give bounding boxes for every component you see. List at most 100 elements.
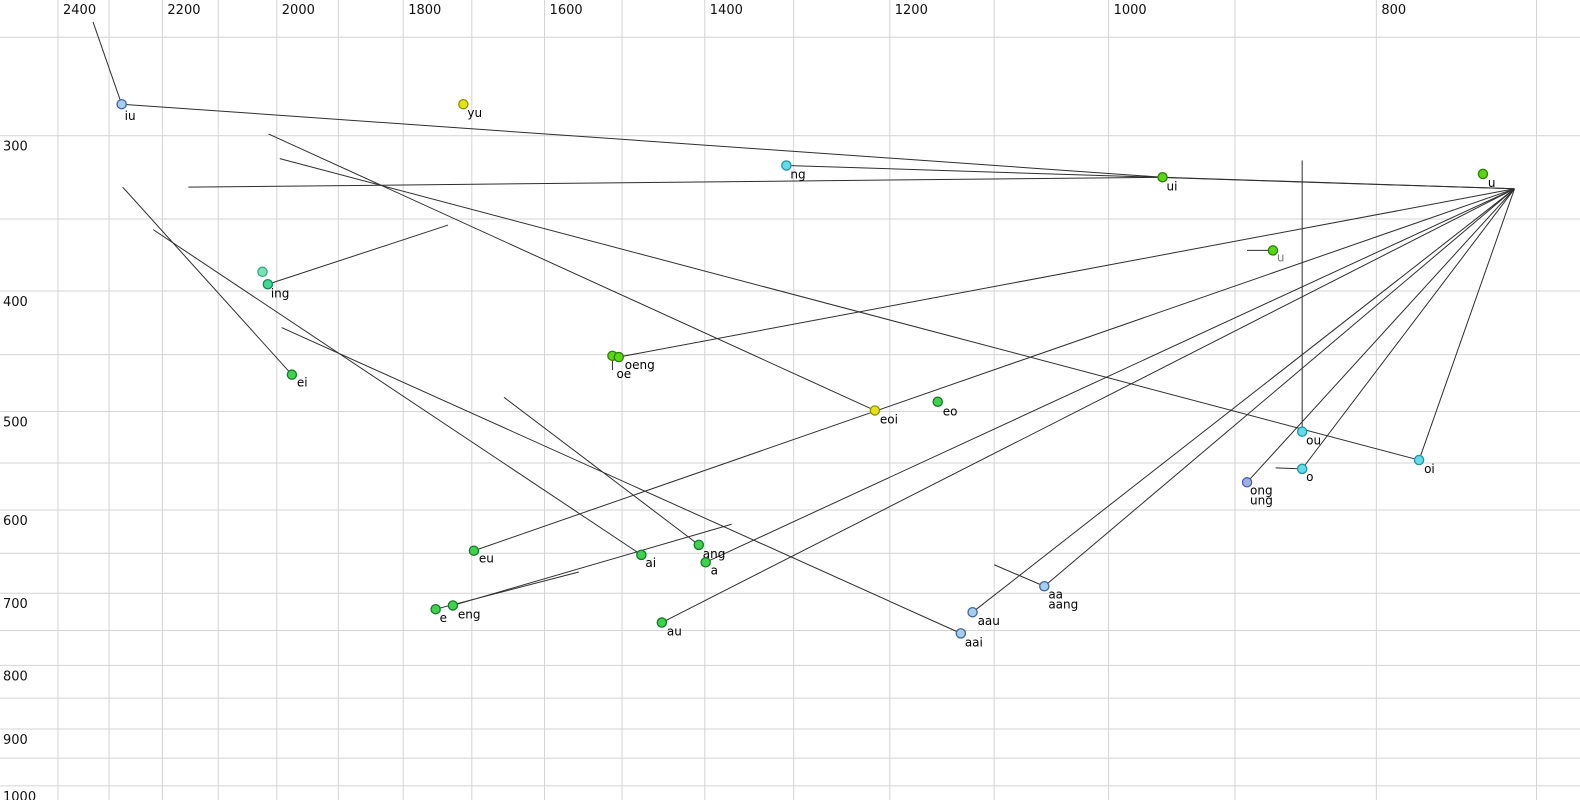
vowel-dot-ai[interactable] (636, 549, 647, 561)
trajectory-line (1246, 188, 1515, 483)
trajectory-line (279, 158, 1420, 461)
y-axis-tick-label: 300 (3, 140, 28, 155)
vowel-label-aau: aau (978, 614, 1000, 628)
trajectory-line (435, 571, 579, 610)
vowel-label-ing: ing (271, 286, 290, 300)
axis-label-layer: 2400 2200 2000 1800 1600 1400 1200 1000 800 300 40… (3, 3, 1406, 800)
y-axis-tick-label: 1000 (3, 790, 36, 800)
vowel-label-ong: ong (1250, 483, 1273, 497)
trajectory-line (1418, 188, 1515, 461)
vowel-label-u: u (1488, 176, 1496, 190)
vowel-label-a: a (711, 563, 718, 577)
vowel-label-eu: eu (479, 552, 494, 566)
vowel-dot-u[interactable] (1477, 168, 1489, 180)
x-axis-tick-label: 1600 (550, 3, 583, 18)
trajectory-line (993, 564, 1045, 587)
vowel-label-ou: ou (1306, 434, 1321, 448)
vowel-label-au: au (667, 625, 682, 639)
trajectory-line (473, 188, 1515, 552)
vowel-label-ang: ang (703, 547, 726, 561)
vowel-dot-eo[interactable] (932, 396, 943, 407)
vowel-label-oe: oe (616, 367, 631, 381)
x-axis-tick-label: 1400 (710, 3, 743, 18)
trajectory-line (618, 188, 1515, 358)
trajectory-line (267, 224, 449, 285)
trajectory-line (268, 133, 876, 411)
vowel-dot-eng[interactable] (447, 600, 459, 611)
trajectory-line (452, 523, 732, 606)
vowel-dot-e[interactable] (430, 603, 441, 615)
vowel-dot-aa[interactable] (1039, 581, 1050, 592)
vowel-dot-oeng[interactable] (613, 351, 625, 363)
y-axis-tick-label: 400 (3, 295, 28, 310)
vowel-label-ung: ung (1250, 493, 1273, 507)
trajectory-line (281, 327, 962, 634)
vowel-dot-unlabeled[interactable] (257, 266, 268, 278)
trajectory-line (705, 188, 1515, 563)
vowel-dot-ong[interactable] (1241, 477, 1253, 488)
vowel-dot-aau[interactable] (967, 606, 978, 618)
trajectory-line (152, 229, 642, 556)
vowel-dot-ei[interactable] (286, 369, 298, 380)
x-axis-tick-label: 1800 (408, 3, 441, 18)
y-axis-tick-label: 700 (3, 597, 28, 612)
vowel-dot-aai[interactable] (955, 628, 967, 639)
vowel-dot-eoi[interactable] (869, 405, 881, 416)
vowel-label-oeng: oeng (625, 358, 655, 372)
vowel-dot-eu[interactable] (468, 545, 480, 556)
vowel-label-aang: aang (1048, 597, 1078, 611)
trajectory-line (503, 396, 700, 546)
trajectory-line (122, 186, 293, 376)
vowel-label-eng: eng (458, 607, 481, 621)
trajectory-line (92, 21, 123, 105)
y-axis-tick-label: 800 (3, 669, 28, 684)
vowel-label-eo: eo (943, 405, 958, 419)
vowel-label-aai: aai (965, 635, 983, 649)
vowel-dot-ang[interactable] (693, 539, 705, 551)
vowel-label-eoi: eoi (880, 412, 898, 426)
vowel-dot-iu[interactable] (116, 98, 127, 110)
x-axis-tick-label: 1200 (895, 3, 928, 18)
x-axis-tick-label: 1000 (1114, 3, 1147, 18)
y-axis-tick-label: 900 (3, 733, 28, 748)
vowel-dot-a[interactable] (700, 557, 711, 568)
vowel-label-aa: aa (1048, 587, 1063, 601)
vowel-label-e: e (440, 611, 447, 625)
vowel-label-o: o (1306, 470, 1313, 484)
trajectory-line (661, 188, 1515, 623)
x-axis-tick-label: 800 (1381, 3, 1406, 18)
vowel-dot-ng[interactable] (781, 160, 792, 171)
vowel-dot-o[interactable] (1296, 463, 1308, 475)
vowel-dot-ui[interactable] (1157, 172, 1168, 183)
trajectory-line (1162, 176, 1515, 190)
vowel-label-ai: ai (645, 556, 656, 570)
vowel-dot-au[interactable] (656, 617, 668, 628)
vowel-label-ei: ei (297, 376, 308, 390)
trajectory-line (1043, 188, 1515, 587)
y-axis-tick-label: 500 (3, 416, 28, 431)
x-axis-tick-label: 2400 (63, 3, 96, 18)
vowel-label-oi: oi (1424, 462, 1435, 476)
vowel-label-u: u (1277, 250, 1285, 264)
vowel-label-iu: iu (125, 109, 136, 123)
trajectory-line (188, 176, 1163, 188)
vowel-label-yu: yu (467, 106, 482, 120)
vowel-dot-ou[interactable] (1296, 426, 1308, 437)
vowel-dot-ing[interactable] (262, 279, 274, 290)
trajectory-layer (92, 21, 1515, 634)
trajectory-line (972, 188, 1515, 613)
y-axis-tick-label: 600 (3, 514, 28, 529)
x-axis-tick-label: 2000 (282, 3, 315, 18)
vowel-dot-u[interactable] (1267, 245, 1279, 256)
x-axis-tick-label: 2200 (167, 3, 200, 18)
vowel-dot-yu[interactable] (458, 98, 469, 110)
vowel-label-ng: ng (790, 167, 805, 181)
trajectory-line (1301, 188, 1515, 470)
trajectory-line (121, 103, 1163, 178)
vowel-dot-oi[interactable] (1413, 454, 1425, 466)
vowel-label-ui: ui (1167, 179, 1178, 193)
